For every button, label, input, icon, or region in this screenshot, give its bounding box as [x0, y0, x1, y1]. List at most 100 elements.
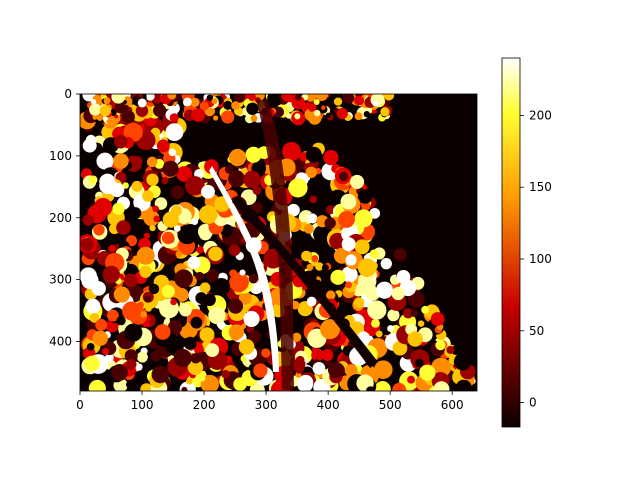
heatmap-cell: [371, 318, 380, 328]
heatmap-cell: [187, 359, 204, 376]
heatmap-cell: [305, 166, 317, 179]
heatmap-cell: [238, 339, 255, 355]
heatmap-cell: [407, 331, 423, 347]
heatmap-cell: [146, 156, 158, 168]
heatmap-cell: [111, 363, 129, 381]
heatmap-cell: [168, 148, 177, 157]
x-tick-label: 0: [76, 398, 84, 412]
heatmap-cell: [107, 229, 123, 245]
colorbar-tick-label: 150: [529, 180, 552, 194]
heatmap-cell: [306, 296, 317, 307]
heatmap-cell: [161, 231, 175, 245]
heatmap-cell: [110, 182, 125, 198]
heatmap-cell: [140, 383, 153, 391]
x-tick-label: 500: [379, 398, 402, 412]
heatmap-cell: [407, 291, 425, 308]
heatmap-cell: [199, 327, 215, 343]
heatmap-cell: [231, 101, 240, 110]
heatmap-cell: [89, 175, 98, 184]
heatmap-cell: [102, 265, 121, 284]
heatmap-cell: [354, 209, 373, 228]
heatmap-cell: [387, 325, 394, 332]
heatmap-cell: [169, 113, 179, 123]
heatmap-cell: [446, 345, 455, 354]
heatmap-cell: [326, 290, 336, 300]
heatmap-cell: [86, 343, 95, 351]
heatmap-cell: [113, 153, 129, 169]
heatmap-cell: [325, 112, 331, 118]
plot-frame: [79, 93, 478, 392]
heatmap-cell: [433, 381, 450, 391]
heatmap-cell: [363, 110, 370, 118]
heatmap-cell: [233, 377, 247, 391]
heatmap-cell: [338, 211, 355, 228]
heatmap-cell: [111, 94, 126, 104]
heatmap-cell: [176, 166, 193, 182]
heatmap-cell: [179, 106, 184, 112]
heatmap-cell: [320, 319, 340, 340]
heatmap-cell: [95, 319, 108, 331]
heatmap-cell: [375, 281, 394, 299]
heatmap-cell: [154, 324, 171, 340]
heatmap-cell: [389, 314, 397, 322]
heatmap-cell: [136, 351, 148, 363]
y-axis: 0 100 200 300 400: [49, 87, 80, 349]
heatmap-cell: [142, 190, 154, 202]
heatmap-cell: [357, 189, 373, 204]
heatmap-cell: [317, 205, 326, 214]
heatmap-cell: [152, 205, 159, 213]
heatmap-cell: [374, 381, 391, 391]
heatmap-cell: [295, 355, 305, 365]
heatmap-cell: [229, 272, 249, 293]
heatmap-cell: [140, 310, 147, 318]
heatmap-cell: [103, 97, 111, 105]
heatmap-cell: [224, 165, 234, 174]
heatmap-cell: [336, 107, 348, 120]
heatmap-cell: [92, 115, 98, 120]
heatmap-cell: [175, 250, 183, 258]
heatmap-cell: [91, 281, 106, 296]
heatmap-cell: [223, 100, 233, 110]
heatmap-cell: [121, 110, 135, 124]
heatmap-cell: [167, 94, 177, 100]
heatmap-cell: [116, 316, 126, 326]
heatmap-cell: [294, 113, 301, 120]
heatmap-cell: [307, 213, 318, 224]
heatmap-cell: [392, 340, 408, 356]
heatmap-cell: [340, 193, 357, 210]
heatmap-cell: [324, 359, 332, 367]
heatmap-cell: [165, 123, 184, 142]
heatmap-cell: [221, 369, 230, 379]
heatmap-cell: [281, 141, 301, 161]
heatmap-cell: [107, 309, 119, 322]
heatmap-cell: [191, 218, 199, 225]
heatmap-cell: [361, 201, 371, 211]
heatmap-cell: [145, 305, 152, 312]
heatmap-cell: [315, 262, 324, 271]
heatmap-cell: [89, 103, 102, 116]
heatmap-cell: [369, 249, 380, 260]
y-tick-label: 0: [64, 87, 72, 101]
heatmap-cell: [247, 330, 262, 344]
heatmap-cell: [402, 308, 414, 319]
heatmap-cell: [392, 382, 407, 391]
heatmap-cell: [96, 152, 114, 170]
heatmap-cell: [198, 374, 206, 382]
heatmap-cell: [238, 291, 252, 305]
heatmap-cell: [162, 160, 179, 177]
heatmap-cell: [148, 283, 160, 295]
heatmap-cell: [269, 215, 276, 222]
heatmap-cell: [380, 257, 392, 270]
heatmap-cell: [156, 139, 170, 153]
heatmap-cell: [233, 94, 246, 103]
heatmap-cell: [108, 244, 116, 253]
heatmap-cell: [190, 353, 202, 364]
heatmap-cell: [151, 365, 169, 384]
heatmap-cell: [183, 97, 192, 107]
x-tick-label: 100: [131, 398, 154, 412]
heatmap-cell: [338, 171, 349, 182]
heatmap-cell: [135, 363, 143, 371]
heatmap-cell: [297, 376, 313, 391]
heatmap-cell: [146, 94, 155, 101]
